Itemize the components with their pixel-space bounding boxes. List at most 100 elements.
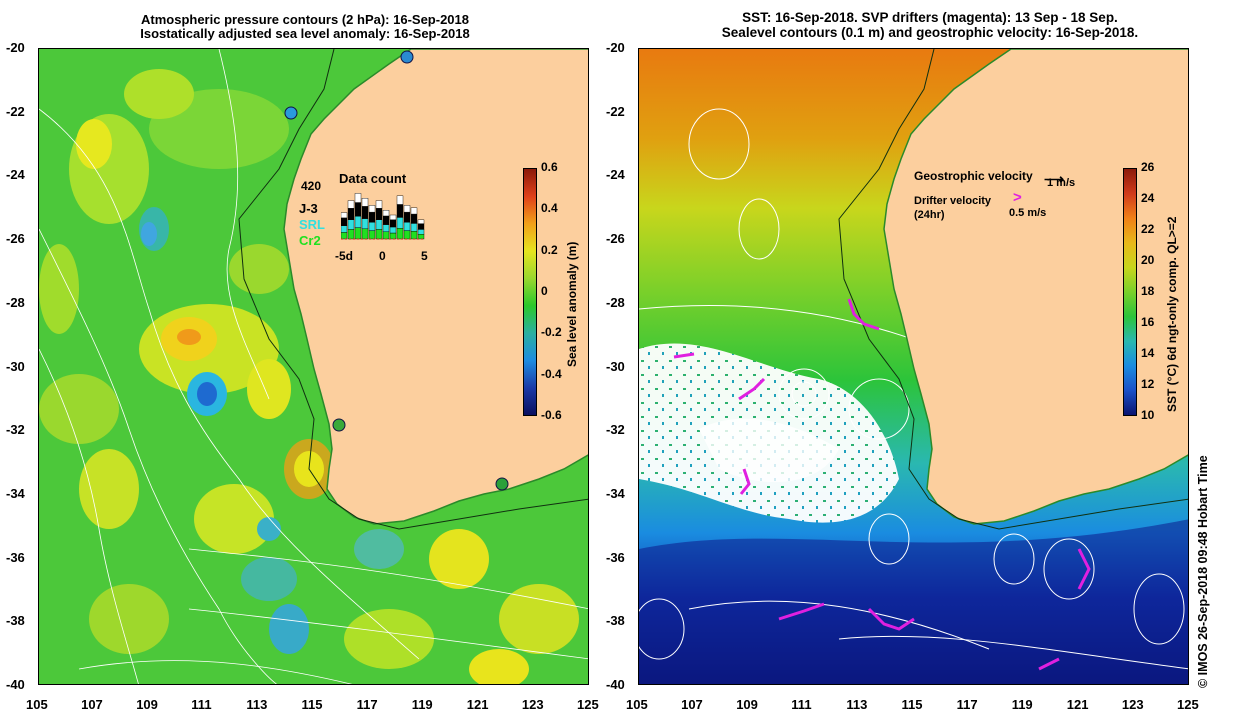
right-lon-tick: 115 xyxy=(901,697,923,712)
left-lon-tick: 113 xyxy=(246,697,268,712)
data-count-bar-segment xyxy=(375,229,383,240)
left-lon-tick: 105 xyxy=(26,697,48,712)
australia-landmass-sst xyxy=(883,49,1188,525)
geostrophic-velocity-label: Geostrophic velocity xyxy=(914,169,1033,183)
left-lat-tick: -34 xyxy=(6,485,25,501)
data-count-bar-segment xyxy=(341,217,348,226)
inset-xtick-m5: -5d xyxy=(335,249,353,263)
sla-colorbar-tick: 0.4 xyxy=(541,201,558,216)
anomaly-patches xyxy=(39,69,579,684)
data-count-bar-segment xyxy=(375,200,383,209)
left-lat-tick: -22 xyxy=(6,103,25,119)
right-lat-tick: -40 xyxy=(606,677,625,692)
right-lat-tick: -24 xyxy=(606,167,625,183)
data-count-bar-segment xyxy=(368,230,376,240)
right-lat-tick: -32 xyxy=(606,422,625,438)
data-count-bar-segment xyxy=(347,208,355,221)
data-count-bar-segment xyxy=(382,231,390,240)
right-lat-tick: -20 xyxy=(606,40,625,55)
data-count-bar-segment xyxy=(354,193,362,203)
left-lat-tick: -32 xyxy=(6,422,25,438)
data-count-bar-segment xyxy=(382,210,390,217)
data-count-bar-segment xyxy=(347,200,355,209)
data-count-bar-segment xyxy=(368,211,376,223)
right-lat-tick: -38 xyxy=(606,613,625,629)
right-lat-tick: -34 xyxy=(606,485,625,501)
data-count-bar-segment xyxy=(417,219,425,224)
data-count-bars xyxy=(341,193,425,240)
data-count-bar-segment xyxy=(396,217,404,229)
left-lon-tick: 111 xyxy=(191,697,212,712)
sst-colorbar-tick: 16 xyxy=(1141,315,1155,329)
left-title-line1: Atmospheric pressure contours (2 hPa): 1… xyxy=(141,12,469,27)
left-lat-tick: -38 xyxy=(6,613,25,629)
sla-colorbar-tick: -0.6 xyxy=(541,408,562,422)
data-count-bar-segment xyxy=(375,208,383,221)
data-count-bar-segment xyxy=(410,231,418,240)
data-count-bar-segment xyxy=(341,212,348,219)
data-count-bar-segment xyxy=(382,224,390,232)
data-count-bar-segment xyxy=(354,202,362,217)
data-count-bar-segment xyxy=(417,223,425,230)
data-count-max: 420 xyxy=(301,179,322,193)
right-lon-tick: 113 xyxy=(846,697,868,712)
sst-colorbar-tick: 20 xyxy=(1141,253,1155,267)
sla-colorbar xyxy=(523,168,537,416)
data-count-bar-segment xyxy=(389,219,397,228)
left-lon-tick: 115 xyxy=(301,697,323,712)
left-lat-tick: -40 xyxy=(6,677,25,692)
data-count-bar-segment xyxy=(361,218,369,230)
right-lat-tick: -28 xyxy=(606,294,625,310)
sst-colorbar-tick: 10 xyxy=(1141,408,1155,422)
data-count-bar-segment xyxy=(368,205,376,213)
right-lon-tick: 121 xyxy=(1066,697,1089,712)
left-lon-tick: 119 xyxy=(411,697,433,712)
data-count-bar-segment xyxy=(341,232,348,240)
data-count-bar-segment xyxy=(361,197,369,207)
data-count-bar-segment xyxy=(389,214,397,221)
svp-drifters xyxy=(673,298,1091,671)
left-lat-tick: -28 xyxy=(6,294,25,310)
data-count-bar-segment xyxy=(396,204,404,218)
data-count-bar-segment xyxy=(341,225,348,233)
sst-colorbar-tick: 12 xyxy=(1141,377,1155,391)
sst-map-graphic xyxy=(639,49,1188,684)
left-title: Atmospheric pressure contours (2 hPa): 1… xyxy=(95,13,515,41)
sla-colorbar-label: Sea level anomaly (m) xyxy=(565,241,579,367)
pressure-contours xyxy=(39,49,588,684)
data-count-bar-segment xyxy=(347,219,355,230)
right-lon-tick: 111 xyxy=(791,697,812,712)
left-lat-tick: -24 xyxy=(6,167,25,183)
sst-colorbar-tick: 24 xyxy=(1141,191,1155,205)
right-lon-tick: 107 xyxy=(681,697,703,712)
data-count-bar-segment xyxy=(361,228,369,240)
data-count-bar-segment xyxy=(403,205,411,213)
data-count-title: Data count xyxy=(339,171,407,186)
right-lat-tick: -22 xyxy=(606,103,625,119)
left-lat-tick: -30 xyxy=(6,358,25,374)
data-count-bar-segment xyxy=(389,226,397,234)
data-count-bar-segment xyxy=(354,227,362,240)
right-title-line2: Sealevel contours (0.1 m) and geostrophi… xyxy=(721,25,1139,40)
sst-colorbar-label: SST (°C) 6d ngt-only comp. QL>=2 xyxy=(1165,216,1179,412)
data-count-bar-segment xyxy=(389,232,397,240)
data-count-inset: 420 Data count J-3 SRL Cr2 -5d 0 5 xyxy=(289,169,439,269)
left-lon-tick: 109 xyxy=(136,697,158,712)
sst-colorbar-tick: 22 xyxy=(1141,222,1155,236)
legend-j3: J-3 xyxy=(299,201,318,216)
data-count-bar-segment xyxy=(354,216,362,228)
right-title-line1: SST: 16-Sep-2018. SVP drifters (magenta)… xyxy=(742,10,1118,25)
australia-landmass xyxy=(283,49,588,525)
data-count-bar-segment xyxy=(361,206,369,219)
sealevel-contours xyxy=(639,108,1188,670)
left-lat-tick: -36 xyxy=(6,549,25,565)
left-title-line2: Isostatically adjusted sea level anomaly… xyxy=(140,26,470,41)
right-lon-tick: 105 xyxy=(626,697,648,712)
data-count-bar-segment xyxy=(417,234,425,240)
sla-colorbar-tick: 0.2 xyxy=(541,242,558,257)
data-count-bar-segment xyxy=(368,222,376,231)
right-title: SST: 16-Sep-2018. SVP drifters (magenta)… xyxy=(650,10,1210,40)
data-count-bar-segment xyxy=(410,213,418,224)
left-lon-tick: 123 xyxy=(521,697,544,712)
imos-credit: © IMOS 26-Sep-2018 09:48 Hobart Time xyxy=(1196,455,1210,688)
